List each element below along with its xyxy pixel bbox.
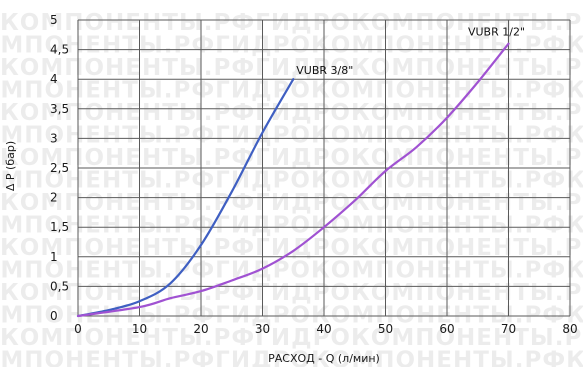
watermark-text: КОМПОНЕНТЫ.РФГИДРОКОМПОНЕНТЫ.РФКОМПОНЕНТ… <box>0 280 583 306</box>
watermark-text: КОМПОНЕНТЫ.РФГИДРОКОМПОНЕНТЫ.РФКОМПОНЕНТ… <box>0 325 583 351</box>
y-tick-label: 4,5 <box>50 43 69 57</box>
series-label: VUBR 3/8" <box>296 64 353 77</box>
x-tick-label: 0 <box>74 322 82 336</box>
watermark-text: КОМПОНЕНТЫ.РФГИДРОКОМПОНЕНТЫ.РФКОМПОНЕНТ… <box>0 10 583 36</box>
series-lines <box>76 42 510 318</box>
y-tick-label: 0,5 <box>50 279 69 293</box>
x-tick-label: 70 <box>501 322 516 336</box>
watermark-text: КОМПОНЕНТЫ.РФГИДРОКОМПОНЕНТЫ.РФКОМПОНЕНТ… <box>0 33 583 59</box>
y-axis-label: Δ P (бар) <box>4 141 17 191</box>
x-tick-label: 30 <box>255 322 270 336</box>
y-tick-label: 4 <box>50 72 58 86</box>
y-tick-label: 0 <box>50 309 58 323</box>
watermark-text: КОМПОНЕНТЫ.РФГИДРОКОМПОНЕНТЫ.РФКОМПОНЕНТ… <box>0 100 583 126</box>
y-tick-label: 3 <box>50 131 58 145</box>
watermark-text: КОМПОНЕНТЫ.РФГИДРОКОМПОНЕНТЫ.РФКОМПОНЕНТ… <box>0 145 583 171</box>
y-tick-label: 2,5 <box>50 161 69 175</box>
grid <box>77 19 571 317</box>
series-label: VUBR 1/2" <box>468 26 525 39</box>
watermark-text: КОМПОНЕНТЫ.РФГИДРОКОМПОНЕНТЫ.РФКОМПОНЕНТ… <box>0 55 583 81</box>
watermark-layer: КОМПОНЕНТЫ.РФГИДРОКОМПОНЕНТЫ.РФ КОМПОНЕНТ… <box>0 10 583 367</box>
x-tick-label: 20 <box>193 322 208 336</box>
watermark-text: КОМПОНЕНТЫ.РФГИДРОКОМПОНЕНТЫ.РФКОМПОНЕНТ… <box>0 190 583 216</box>
x-tick-label: 40 <box>316 322 331 336</box>
y-tick-label: 1 <box>50 250 58 264</box>
watermark-text: КОМПОНЕНТЫ.РФГИДРОКОМПОНЕНТЫ.РФКОМПОНЕНТ… <box>0 348 583 367</box>
y-tick-label: 1,5 <box>50 220 69 234</box>
x-tick-label: 10 <box>132 322 147 336</box>
x-axis-label: РАСХОД - Q (л/мин) <box>268 352 380 365</box>
x-tick-label: 80 <box>562 322 577 336</box>
series-line <box>76 42 510 318</box>
x-tick-labels: 0 10 20 30 40 50 60 70 80 <box>74 322 577 336</box>
y-tick-label: 5 <box>50 13 58 27</box>
y-tick-label: 2 <box>50 191 58 205</box>
series-line <box>76 78 295 318</box>
watermark-text: КОМПОНЕНТЫ.РФГИДРОКОМПОНЕНТЫ.РФКОМПОНЕНТ… <box>0 123 583 149</box>
y-tick-labels: 0 0,5 1 1,5 2 2,5 3 3,5 4 4,5 5 <box>50 13 69 323</box>
x-tick-label: 60 <box>439 322 454 336</box>
watermark-text: КОМПОНЕНТЫ.РФГИДРОКОМПОНЕНТЫ.РФКОМПОНЕНТ… <box>0 168 583 194</box>
watermark-text: КОМПОНЕНТЫ.РФГИДРОКОМПОНЕНТЫ.РФКОМПОНЕНТ… <box>0 258 583 284</box>
y-tick-label: 3,5 <box>50 102 69 116</box>
watermark-text: КОМПОНЕНТЫ.РФГИДРОКОМПОНЕНТЫ.РФКОМПОНЕНТ… <box>0 213 583 239</box>
x-tick-label: 50 <box>378 322 393 336</box>
series-labels: VUBR 3/8" VUBR 1/2" <box>296 26 525 78</box>
